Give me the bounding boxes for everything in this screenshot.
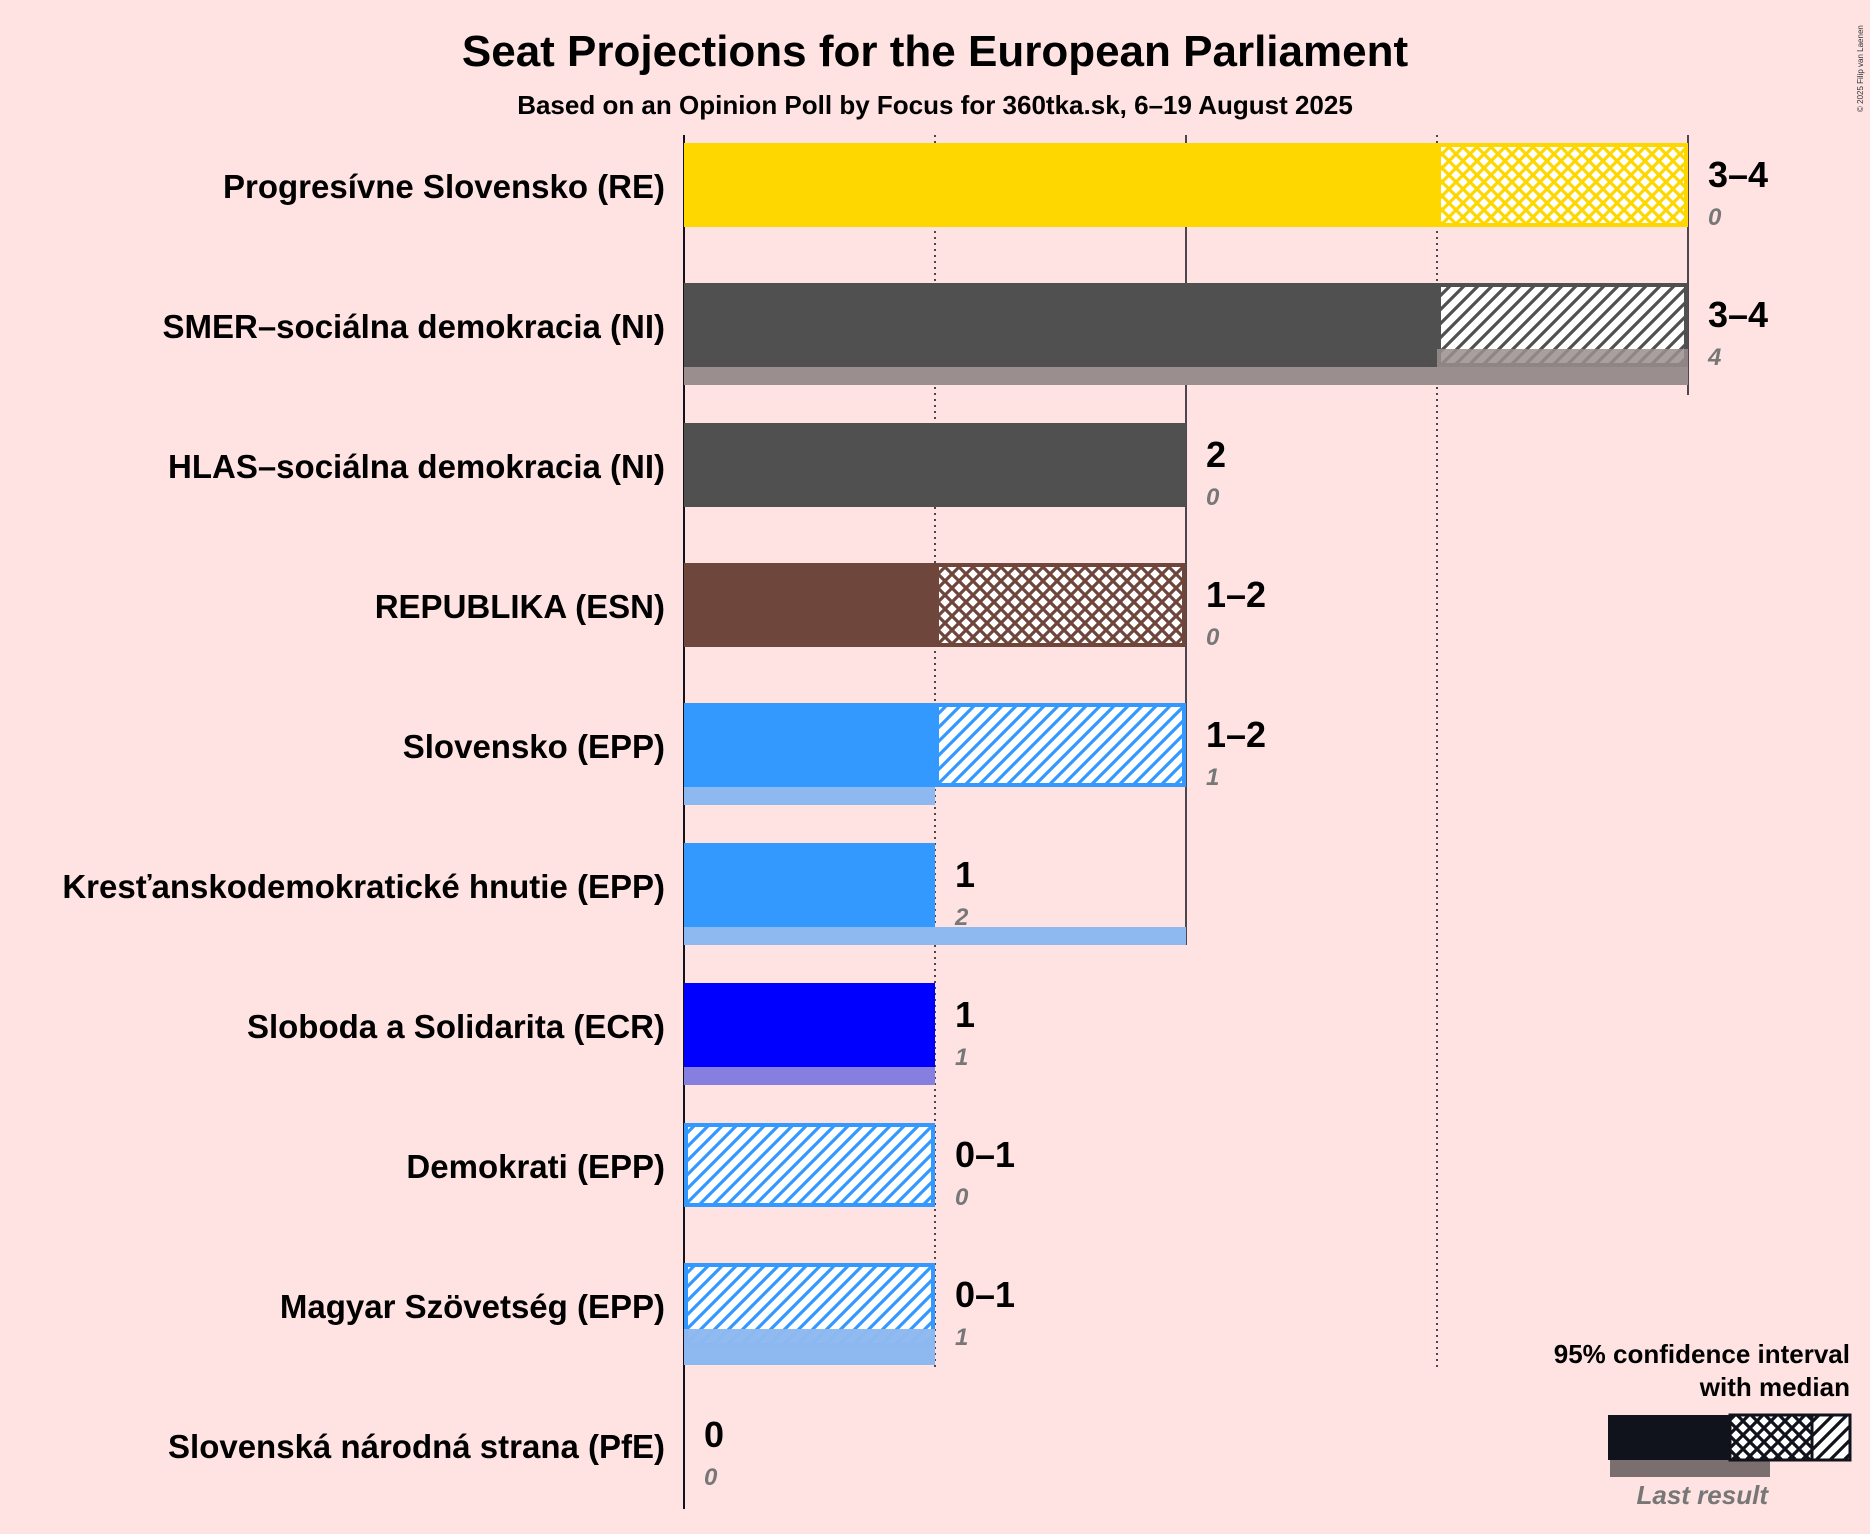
party-1-last-result-bar xyxy=(684,367,1688,385)
party-7-name: Demokrati (EPP) xyxy=(406,1148,665,1185)
party-4-name: Slovensko (EPP) xyxy=(403,728,665,765)
party-3-median-bar xyxy=(684,563,935,647)
party-1-range-label: 3–4 xyxy=(1708,294,1768,335)
party-6-last-result-label: 1 xyxy=(955,1044,968,1071)
legend-title-line1: 95% confidence interval xyxy=(1554,1339,1850,1369)
party-3-ci-bar xyxy=(935,563,1186,647)
legend-title-line2: with median xyxy=(1699,1372,1850,1402)
labels: Progresívne Slovensko (RE) 3–4 0 SMER–sociá… xyxy=(62,154,1768,1491)
copyright-notice: © 2025 Filip van Laenen xyxy=(1856,25,1865,112)
party-9-name: Slovenská národná strana (PfE) xyxy=(168,1428,665,1465)
legend-ci-solid-swatch xyxy=(1608,1415,1730,1460)
party-5-name: Kresťanskodemokratické hnutie (EPP) xyxy=(62,868,665,905)
party-3-name: REPUBLIKA (ESN) xyxy=(375,588,665,625)
chart-title: Seat Projections for the European Parlia… xyxy=(462,27,1409,76)
party-1-last-result-label: 4 xyxy=(1707,344,1721,371)
party-7-last-result-label: 0 xyxy=(955,1184,969,1211)
party-8-last-overlay xyxy=(684,1329,935,1347)
party-4-ci-bar xyxy=(935,703,1186,787)
legend-ci-diag-swatch xyxy=(1810,1413,1852,1462)
legend: 95% confidence interval with median Last… xyxy=(1554,1339,1852,1510)
party-9-range-label: 0 xyxy=(704,1414,724,1455)
party-0-median-bar xyxy=(684,143,1437,227)
party-2-last-result-label: 0 xyxy=(1206,484,1220,511)
chart-subtitle: Based on an Opinion Poll by Focus for 36… xyxy=(517,90,1353,120)
party-7-range-label: 0–1 xyxy=(955,1134,1015,1175)
party-1-name: SMER–sociálna demokracia (NI) xyxy=(162,308,665,345)
party-0-ci-bar xyxy=(1437,143,1688,227)
party-8-last-result-label: 1 xyxy=(955,1324,968,1351)
party-4-range-label: 1–2 xyxy=(1206,714,1266,755)
legend-last-result-label: Last result xyxy=(1637,1480,1770,1510)
party-2-range-label: 2 xyxy=(1206,434,1226,475)
legend-ci-cross-swatch xyxy=(1728,1413,1814,1462)
party-6-median-bar xyxy=(684,983,935,1067)
party-8-name: Magyar Szövetség (EPP) xyxy=(280,1288,665,1325)
party-5-last-result-label: 2 xyxy=(954,904,969,931)
party-2-median-bar xyxy=(684,423,1186,507)
party-5-median-bar xyxy=(684,843,935,927)
party-4-last-result-label: 1 xyxy=(1206,764,1219,791)
party-8-last-result-bar xyxy=(684,1347,935,1365)
party-0-range-label: 3–4 xyxy=(1708,154,1768,195)
party-2-name: HLAS–sociálna demokracia (NI) xyxy=(168,448,665,485)
party-8-range-label: 0–1 xyxy=(955,1274,1015,1315)
bars xyxy=(684,143,1688,1365)
party-6-last-result-bar xyxy=(684,1067,935,1085)
party-4-median-bar xyxy=(684,703,935,787)
party-0-name: Progresívne Slovensko (RE) xyxy=(223,168,665,205)
party-3-last-result-label: 0 xyxy=(1206,624,1220,651)
party-4-last-result-bar xyxy=(684,787,935,805)
party-7-ci-bar xyxy=(684,1123,935,1207)
party-5-last-result-bar xyxy=(684,927,1186,945)
party-5-range-label: 1 xyxy=(955,854,975,895)
party-6-name: Sloboda a Solidarita (ECR) xyxy=(247,1008,665,1045)
party-1-last-overlay xyxy=(1437,349,1688,367)
party-6-range-label: 1 xyxy=(955,994,975,1035)
party-3-range-label: 1–2 xyxy=(1206,574,1266,615)
party-9-last-result-label: 0 xyxy=(704,1464,718,1491)
party-0-last-result-label: 0 xyxy=(1708,204,1722,231)
party-1-median-bar xyxy=(684,283,1437,367)
